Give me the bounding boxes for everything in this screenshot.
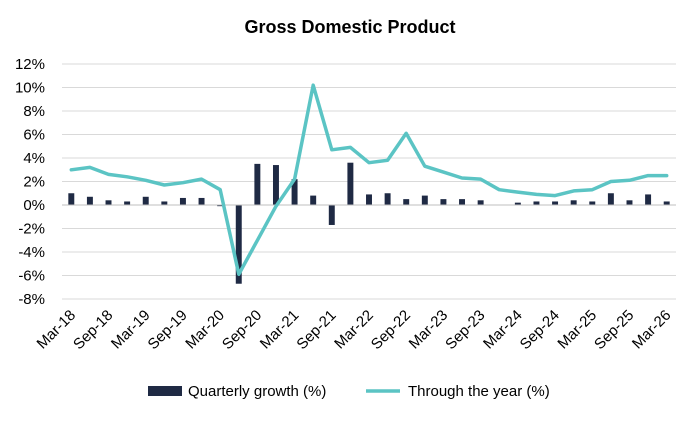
bar-quarterly-growth bbox=[570, 200, 577, 205]
x-tick-label: Mar-22 bbox=[331, 307, 377, 353]
x-tick-label: Sep-20 bbox=[219, 307, 265, 353]
bar-quarterly-growth bbox=[161, 201, 168, 205]
bar-quarterly-growth bbox=[124, 201, 131, 205]
y-tick-label: -2% bbox=[18, 221, 45, 238]
bar-quarterly-growth bbox=[607, 193, 614, 205]
bar-quarterly-growth bbox=[217, 205, 224, 207]
x-tick-label: Mar-24 bbox=[480, 307, 526, 353]
x-axis: Mar-18Sep-18Mar-19Sep-19Mar-20Sep-20Mar-… bbox=[34, 307, 675, 353]
x-tick-label: Sep-19 bbox=[145, 307, 191, 353]
bar-quarterly-growth bbox=[328, 205, 335, 225]
x-tick-label: Mar-19 bbox=[108, 307, 154, 353]
bar-quarterly-growth bbox=[645, 194, 652, 205]
bar-quarterly-growth bbox=[384, 193, 391, 205]
bar-quarterly-growth bbox=[663, 201, 670, 205]
bar-quarterly-growth bbox=[459, 199, 466, 205]
chart-title: Gross Domestic Product bbox=[244, 17, 455, 37]
x-tick-label: Mar-25 bbox=[554, 307, 600, 353]
bar-quarterly-growth bbox=[366, 194, 372, 205]
bar-quarterly-growth bbox=[347, 162, 354, 205]
bar-quarterly-growth bbox=[421, 195, 428, 205]
x-tick-label: Sep-24 bbox=[517, 307, 563, 353]
bar-quarterly-growth bbox=[291, 179, 298, 205]
bar-quarterly-growth bbox=[626, 200, 633, 205]
bar-quarterly-growth bbox=[68, 193, 75, 205]
bar-quarterly-growth bbox=[403, 199, 410, 205]
y-tick-label: 6% bbox=[23, 127, 45, 144]
y-tick-label: 0% bbox=[23, 197, 45, 214]
legend-label-through-year: Through the year (%) bbox=[408, 383, 550, 400]
y-tick-label: 8% bbox=[23, 103, 45, 120]
y-tick-label: 10% bbox=[15, 80, 45, 97]
legend-swatch-quarterly bbox=[148, 386, 182, 396]
y-axis: 12% 10% 8% 6% 4% 2% 0% -2% -4% -6% -8% bbox=[15, 56, 45, 308]
y-tick-label: -8% bbox=[18, 291, 45, 308]
bar-quarterly-growth bbox=[589, 201, 596, 205]
grid-layer bbox=[62, 63, 676, 300]
y-tick-label: 4% bbox=[23, 150, 45, 167]
bar-quarterly-growth bbox=[179, 197, 186, 205]
bar-quarterly-growth bbox=[235, 205, 242, 284]
bar-quarterly-growth bbox=[552, 201, 559, 205]
bar-quarterly-growth bbox=[86, 196, 93, 205]
x-tick-label: Mar-21 bbox=[257, 307, 303, 353]
bar-quarterly-growth bbox=[477, 200, 484, 205]
y-tick-label: 2% bbox=[23, 174, 45, 191]
bar-quarterly-growth bbox=[310, 195, 317, 205]
line-through-the-year bbox=[69, 83, 669, 277]
x-tick-label: Sep-23 bbox=[442, 307, 488, 353]
bar-quarterly-growth bbox=[440, 199, 447, 205]
bar-quarterly-growth bbox=[254, 163, 261, 205]
bar-quarterly-growth bbox=[105, 200, 112, 205]
bar-quarterly-growth bbox=[272, 165, 279, 205]
legend: Quarterly growth (%) Through the year (%… bbox=[148, 383, 550, 400]
x-tick-label: Sep-22 bbox=[368, 307, 414, 353]
bar-quarterly-growth bbox=[142, 196, 149, 205]
x-tick-label: Sep-25 bbox=[591, 307, 637, 353]
x-tick-label: Mar-26 bbox=[629, 307, 675, 353]
x-tick-label: Mar-20 bbox=[182, 307, 228, 353]
bar-series bbox=[68, 162, 670, 284]
bar-quarterly-growth bbox=[198, 197, 205, 205]
y-tick-label: -6% bbox=[18, 268, 45, 285]
y-tick-label: -4% bbox=[18, 244, 45, 261]
x-tick-label: Sep-18 bbox=[70, 307, 116, 353]
x-tick-label: Mar-18 bbox=[34, 307, 80, 353]
legend-label-quarterly: Quarterly growth (%) bbox=[188, 383, 326, 400]
x-tick-label: Mar-23 bbox=[406, 307, 452, 353]
y-tick-label: 12% bbox=[15, 56, 45, 73]
bar-quarterly-growth bbox=[533, 201, 540, 205]
line-series bbox=[69, 83, 669, 277]
bar-quarterly-growth bbox=[514, 202, 521, 205]
x-tick-label: Sep-21 bbox=[293, 307, 339, 353]
